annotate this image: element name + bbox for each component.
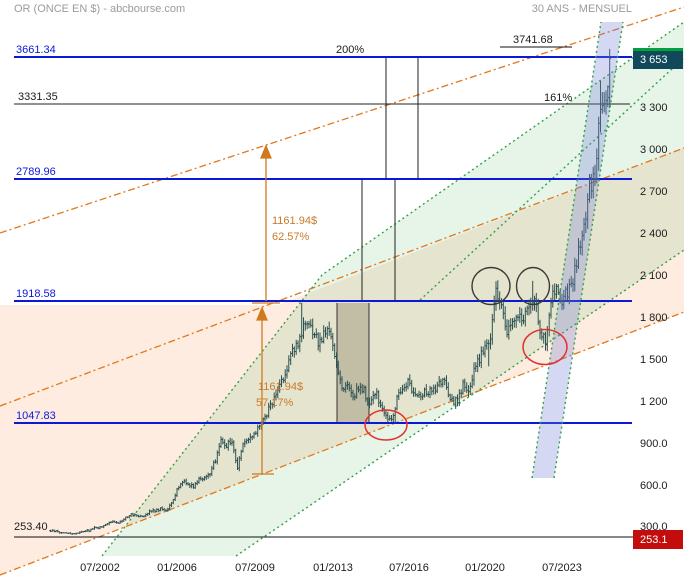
y-tick-900: 900.0: [640, 438, 668, 450]
x-tick-2006: 01/2006: [157, 562, 197, 574]
measure-lower-amount: 1161.94$: [258, 381, 304, 393]
gray-range-box[interactable]: [336, 303, 370, 423]
y-tick-1500: 1 500: [640, 354, 668, 366]
measure-lower-percent: 57.17%: [256, 397, 294, 409]
y-tick-600: 600.0: [640, 480, 668, 492]
upper-projection-box[interactable]: [385, 57, 419, 179]
steep-channel-right-border[interactable]: [553, 21, 624, 479]
chart-period-label: 30 ANS - MENSUEL: [531, 3, 632, 15]
orange-channel-top-line[interactable]: [0, 6, 684, 234]
chart-title: OR (ONCE EN $) - abcbourse.com: [14, 3, 186, 15]
level-label-3331: 3331.35: [18, 91, 58, 103]
last-price-value: 3 653: [640, 54, 668, 66]
level-label-2790: 2789.96: [16, 166, 56, 178]
level-label-1048: 1047.83: [16, 410, 56, 422]
red-circle-annotation-2[interactable]: [364, 409, 408, 441]
x-tick-2023: 07/2023: [542, 562, 582, 574]
green-channel-upper-line[interactable]: [101, 21, 684, 557]
steep-channel-fill[interactable]: [532, 22, 623, 478]
fib-label-161: 161%: [544, 92, 573, 104]
x-tick-2016: 07/2016: [389, 562, 429, 574]
y-tick-2400: 2 400: [640, 228, 668, 240]
black-circle-annotation-2[interactable]: [515, 266, 551, 306]
measure-arrow-upper[interactable]: [252, 144, 280, 304]
y-tick-3000: 3 000: [640, 144, 668, 156]
middle-projection-box[interactable]: [361, 179, 396, 301]
last-price-tag: 3 653: [633, 48, 683, 69]
candlestick-series: [49, 48, 612, 535]
steep-channel-left-border[interactable]: [531, 21, 602, 479]
y-tick-2100: 2 100: [640, 270, 668, 282]
x-tick-2002: 07/2002: [80, 562, 120, 574]
x-tick-2013: 01/2013: [313, 562, 353, 574]
measure-upper-amount: 1161.94$: [272, 215, 318, 227]
measure-arrow-lower[interactable]: [252, 306, 274, 475]
fib-label-200: 200%: [336, 44, 365, 56]
y-tick-1800: 1 800: [640, 312, 668, 324]
level-label-1919: 1918.58: [16, 288, 56, 300]
level-label-3661: 3661.34: [16, 44, 56, 56]
y-tick-2700: 2 700: [640, 186, 668, 198]
low-price-tag: 253.1: [633, 530, 683, 549]
x-tick-2009: 07/2009: [235, 562, 275, 574]
y-tick-3300: 3 300: [640, 102, 668, 114]
green-channel-lower-line[interactable]: [235, 249, 684, 557]
x-tick-2020: 01/2020: [465, 562, 505, 574]
orange-channel-bottom-line[interactable]: [0, 311, 684, 576]
orange-channel-mid-line[interactable]: [0, 147, 684, 407]
black-circle-annotation-1[interactable]: [471, 266, 511, 306]
low-price-value: 253.1: [640, 533, 668, 546]
y-tick-1200: 1 200: [640, 396, 668, 408]
level-label-253: 253.40: [14, 521, 48, 533]
red-circle-annotation-1[interactable]: [522, 328, 568, 366]
measure-upper-percent: 62.57%: [272, 231, 310, 243]
level-label-3742: 3741.68: [513, 34, 553, 46]
